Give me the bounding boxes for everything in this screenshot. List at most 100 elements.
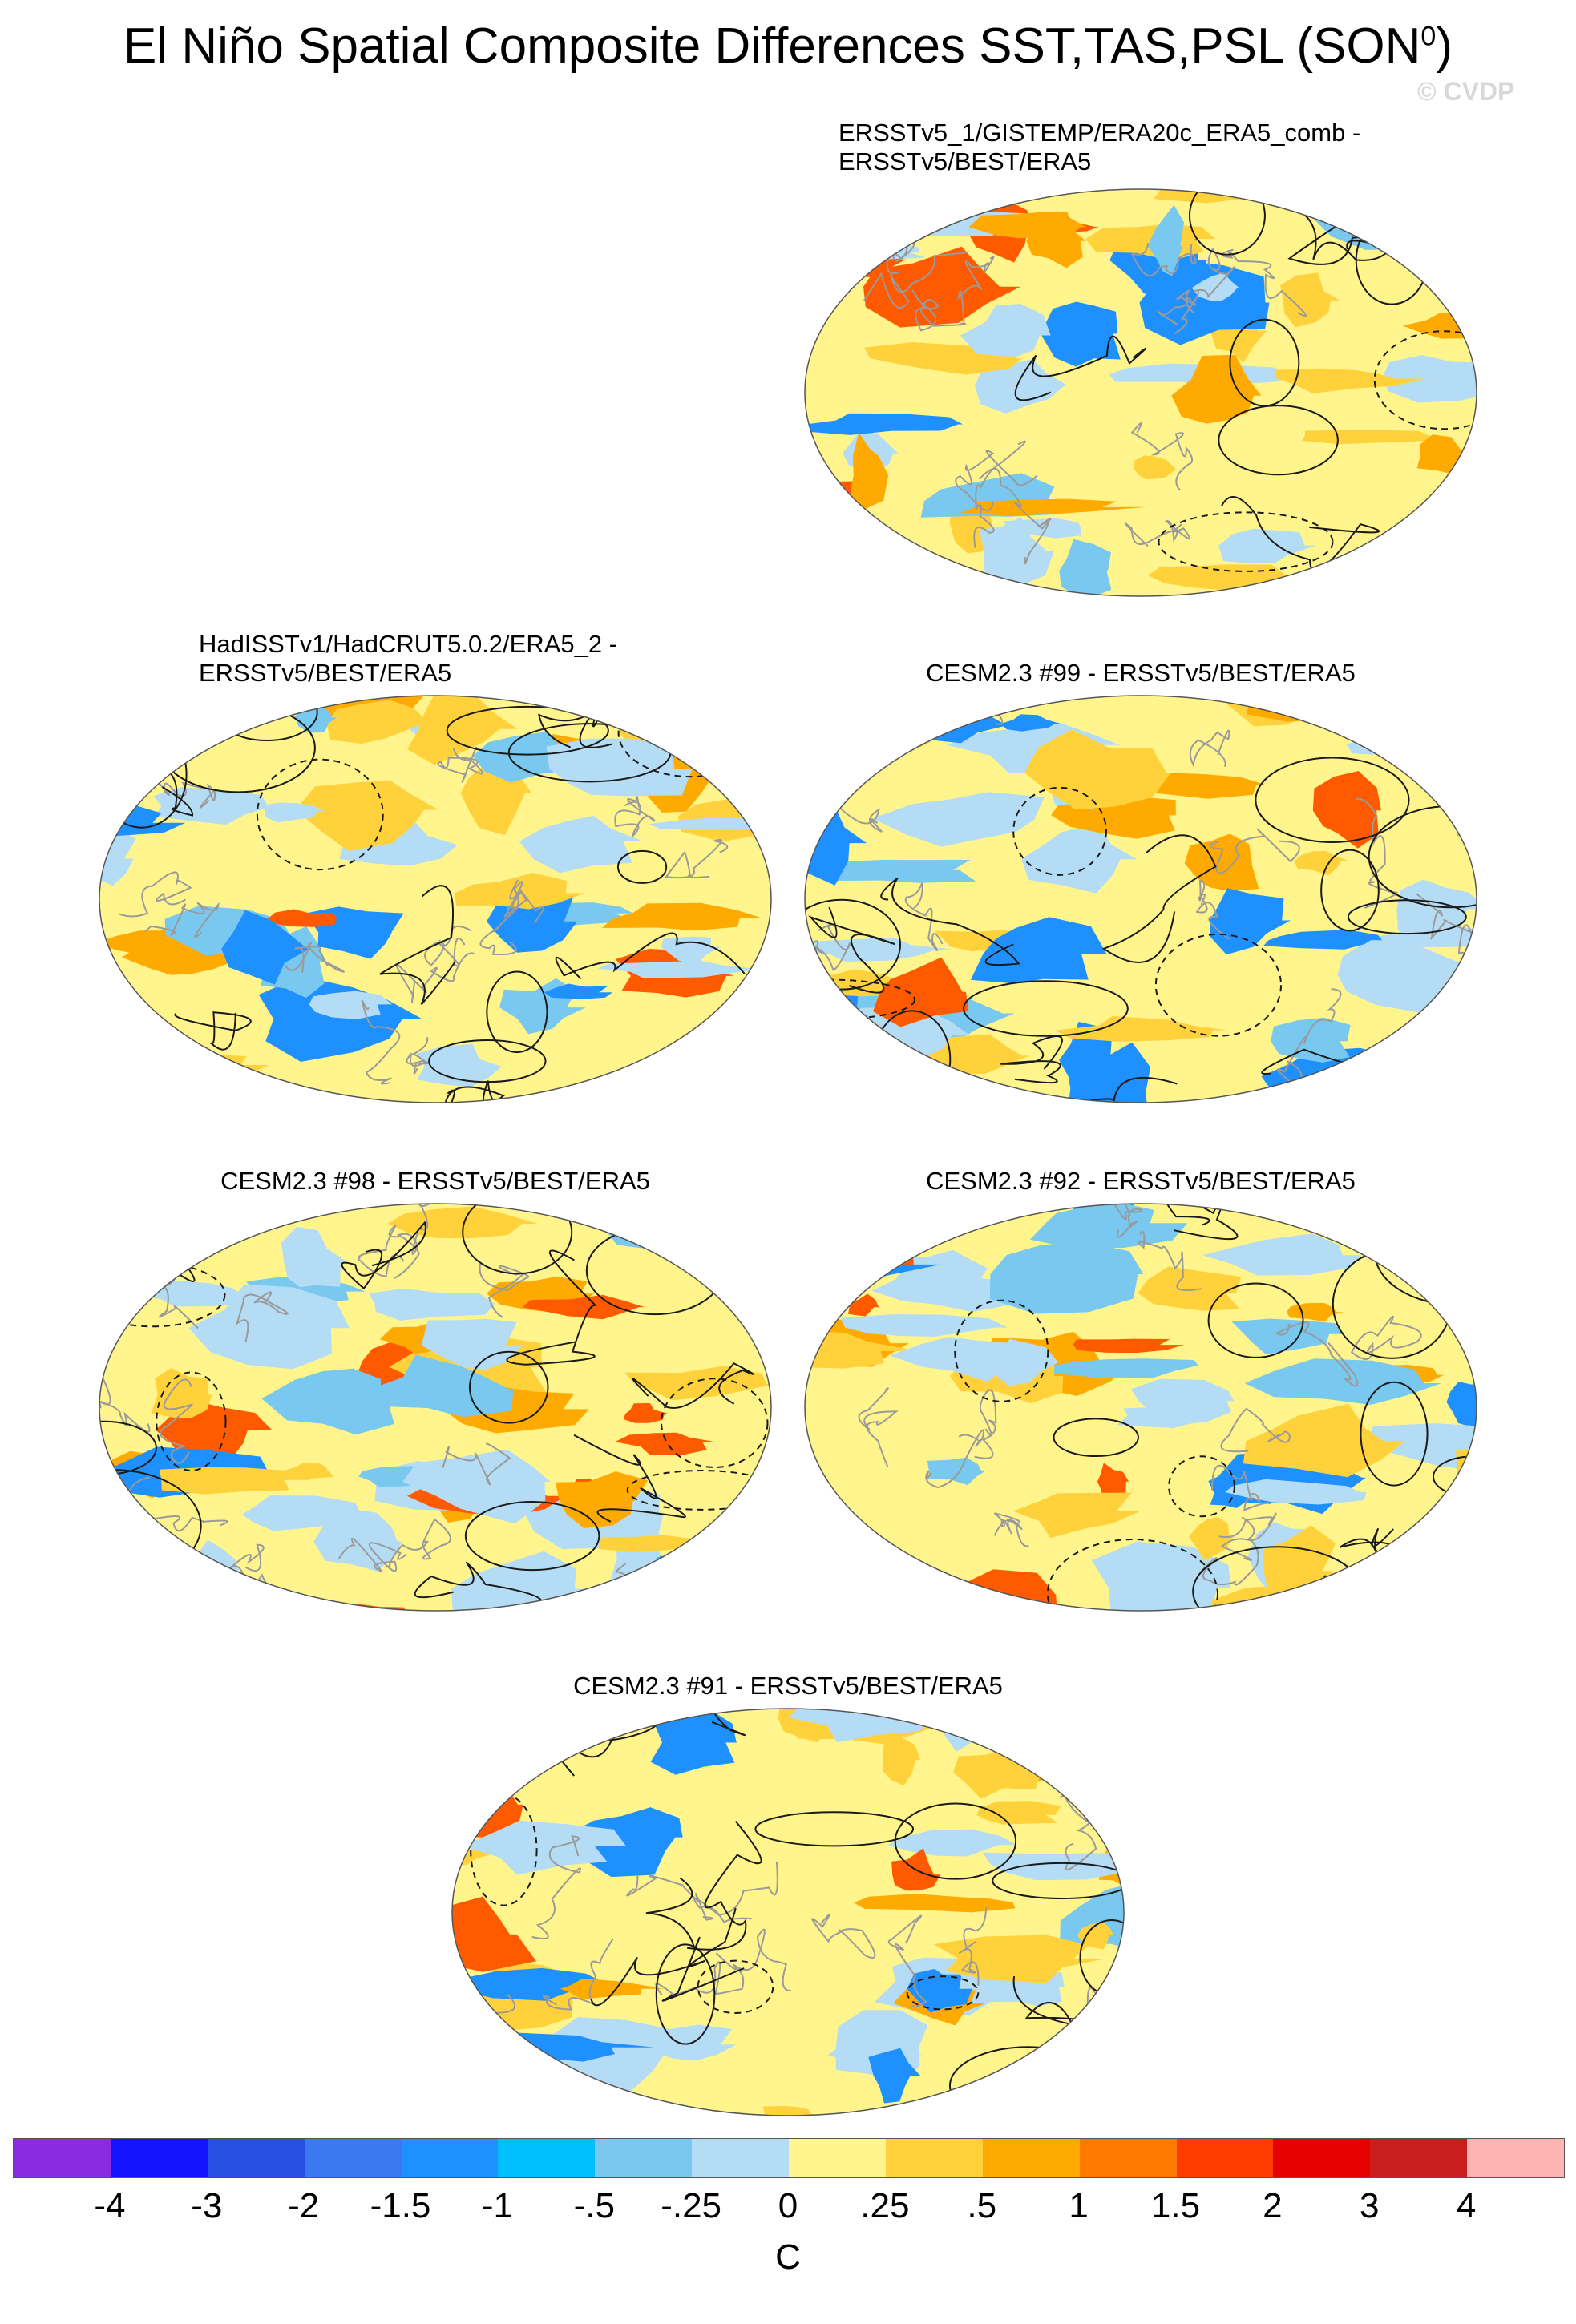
colorbar-swatch [304,2139,402,2177]
coastline [1124,520,1191,547]
anomaly-patch [535,1730,572,1747]
coastline [973,440,1026,548]
coastline [358,1224,405,1278]
anomaly-patch [462,1820,627,1875]
coastline [361,999,401,1085]
anomaly-patch [877,550,933,571]
colorbar-tick-label: 2 [1263,2186,1283,2225]
coastline [904,882,944,951]
anomaly-patch [933,1935,1106,1983]
anomaly-patch [970,917,1107,984]
anomaly-patch [1413,511,1477,579]
anomaly-patch [309,991,393,1019]
anomaly-patch [326,700,430,744]
coastline [479,879,523,955]
colorbar-tick-label: -1.5 [370,2186,431,2225]
coastline [235,1291,289,1342]
anomaly-patch [927,1457,987,1486]
anomaly-patch [901,696,955,733]
psl-contour-line [632,1362,754,1409]
anomaly-patch [1312,771,1381,849]
anomaly-patch [1244,1358,1442,1405]
anomaly-patch [1271,1017,1351,1063]
coastline [750,980,771,1028]
anomaly-patch [1405,1007,1477,1084]
panel-1-label-line2: ERSSTv5/BEST/ERA5 [839,147,1092,176]
psl-contour-line [805,1418,806,1484]
anomaly-patch [1045,1358,1199,1378]
anomaly-patch [1274,368,1426,393]
coastline [887,1914,927,2008]
coastline [655,1961,745,1998]
map-background [452,1709,1124,2116]
psl-contour [99,1261,226,1328]
colorbar-swatch [207,2139,305,2177]
anomaly-patch [369,1288,495,1321]
coastline [1218,1512,1278,1561]
panel-1-label: ERSSTv5_1/GISTEMP/ERA20c_ERA5_comb - ERS… [839,119,1360,176]
psl-contour [617,696,763,778]
psl-contour-line [414,1561,543,1611]
psl-contour [156,1371,227,1471]
coastline [811,1914,876,1959]
coastline [1220,1407,1291,1453]
colorbar-tick-label: 3 [1360,2186,1380,2225]
psl-contour [927,189,1007,212]
anomaly-patch [968,212,1087,239]
anomaly-patch [99,1079,205,1103]
anomaly-patch [601,902,763,931]
anomaly-patch [1429,204,1477,241]
map-panel-2 [99,695,772,1103]
panel-2-label-line2: ERSSTv5/BEST/ERA5 [199,659,452,687]
anomaly-patch [1231,1318,1343,1354]
coastline [911,289,967,332]
anomaly-patch [1243,696,1414,722]
colorbar-ticks: -4 -3 -2 -1.5 -1 -.5 -.25 0 .25 .5 1 1.5 2 3 4 [13,2186,1563,2234]
anomaly-patch [849,432,889,513]
anomaly-patch [1000,714,1061,732]
psl-contour-line [1430,1243,1477,1322]
psl-contour [626,1470,771,1511]
psl-contour [805,898,902,991]
coastline [337,1537,408,1573]
panel-1-label-line1: ERSSTv5_1/GISTEMP/ERA20c_ERA5_comb - [839,119,1361,147]
title-text: El Niño Spatial Composite Differences SS… [123,18,1421,74]
anomaly-patch [813,200,940,228]
coastline [626,1874,713,1921]
coastline [1189,729,1230,768]
colorbar-swatch [789,2139,886,2177]
coastline [805,1467,822,1509]
anomaly-patch [519,815,644,874]
map-panel-6 [451,1708,1125,2116]
colorbar-swatch [885,2139,983,2177]
colorbar [13,2138,1565,2178]
anomaly-patch [452,2056,535,2116]
coastline [1209,828,1300,874]
coastline [143,902,220,938]
psl-contour-line [1014,335,1147,401]
anomaly-patch [805,413,964,435]
colorbar-swatch [1079,2139,1177,2177]
anomaly-patch [241,1495,362,1531]
coastline [388,1518,451,1567]
anomaly-patch [261,1368,394,1435]
coastline [693,1861,778,1923]
psl-contour-line [880,877,1020,966]
anomaly-patch [452,2059,486,2116]
anomaly-patch [805,1222,914,1274]
anomaly-patch [650,1709,737,1775]
anomaly-patch [624,1366,771,1401]
anomaly-patch [976,1801,1061,1825]
anomaly-patch [1294,850,1350,876]
psl-contour-line [174,1011,252,1051]
psl-contour [880,570,1001,596]
colorbar-swatch [14,2139,111,2177]
anomaly-patch [556,1471,649,1528]
anomaly-patch [809,860,976,883]
map-border [804,188,1477,597]
colorbar-tick-label: .5 [967,2186,997,2225]
anomaly-patch [960,498,1147,516]
psl-contour-line [443,1080,555,1103]
psl-contour-line [1262,584,1382,596]
anomaly-patch [1059,539,1112,596]
